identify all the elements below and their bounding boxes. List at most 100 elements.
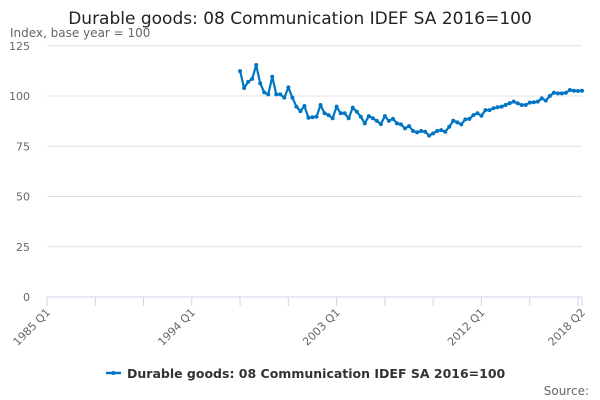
data-point (463, 117, 468, 122)
data-point (258, 81, 263, 86)
data-point (451, 118, 456, 123)
data-point (266, 92, 271, 97)
data-point (483, 108, 488, 113)
data-point (246, 79, 251, 84)
data-point (479, 113, 484, 118)
y-axis-label: Index, base year = 100 (10, 26, 150, 40)
data-point (491, 106, 496, 111)
data-point (298, 109, 303, 114)
data-point (310, 115, 315, 120)
data-point (242, 85, 247, 90)
data-point (238, 69, 243, 74)
x-tick-label: 1994 Q1 (155, 306, 198, 349)
data-point (515, 101, 520, 106)
data-point (419, 128, 424, 133)
data-point (487, 108, 492, 113)
x-tick-label: 1985 Q1 (11, 306, 54, 349)
data-point (435, 128, 440, 133)
y-tick-label: 75 (16, 140, 30, 153)
data-point (290, 95, 295, 100)
data-point (499, 104, 504, 109)
data-point (531, 100, 536, 105)
data-point (411, 128, 416, 133)
data-point (439, 128, 444, 133)
data-point (330, 116, 335, 121)
data-point (302, 104, 307, 109)
data-point (415, 130, 420, 135)
data-point (358, 114, 363, 119)
data-point (527, 100, 532, 105)
data-point (262, 90, 267, 95)
data-point (539, 96, 544, 101)
data-point (407, 124, 412, 129)
data-point (394, 121, 399, 126)
data-point (294, 104, 299, 109)
y-tick-label: 100 (9, 90, 30, 103)
data-point (274, 92, 279, 97)
data-point (282, 95, 287, 100)
data-point (362, 121, 367, 126)
data-point (535, 99, 540, 104)
data-point (495, 105, 500, 110)
data-point (567, 87, 572, 92)
data-point (306, 115, 311, 120)
data-point (370, 116, 375, 121)
data-point (551, 90, 556, 95)
data-point (571, 88, 576, 93)
data-point (374, 118, 379, 123)
source-label: Source: (544, 384, 589, 398)
y-tick-label: 0 (23, 291, 30, 304)
data-point (390, 116, 395, 121)
data-point (447, 124, 452, 129)
y-tick-label: 25 (16, 241, 30, 254)
data-point (455, 120, 460, 125)
data-point (443, 129, 448, 134)
x-tick-label: 2003 Q1 (300, 306, 343, 349)
legend[interactable]: Durable goods: 08 Communication IDEF SA … (106, 366, 506, 381)
data-point (314, 114, 319, 119)
data-point (270, 74, 275, 79)
data-point (471, 113, 476, 118)
data-point (467, 116, 472, 121)
x-tick-label: 2012 Q1 (445, 306, 488, 349)
data-point (354, 109, 359, 114)
data-point (403, 126, 408, 131)
data-point (326, 113, 331, 118)
data-point (278, 92, 283, 97)
data-point (250, 76, 255, 81)
data-point (350, 105, 355, 110)
y-tick-label: 125 (9, 40, 30, 53)
data-point (427, 133, 432, 138)
data-point (511, 99, 516, 104)
data-point (346, 116, 351, 121)
series-line (239, 63, 583, 137)
data-point (575, 88, 580, 93)
data-point (559, 91, 564, 96)
data-point (507, 101, 512, 106)
legend-label: Durable goods: 08 Communication IDEF SA … (127, 366, 506, 381)
data-point (382, 114, 387, 119)
x-tick-label: 2018 Q2 (546, 306, 589, 349)
data-point (366, 114, 371, 119)
data-point (386, 118, 391, 123)
data-point (475, 111, 480, 116)
data-point (322, 111, 327, 116)
data-point (423, 129, 428, 134)
data-point (459, 122, 464, 127)
y-tick-label: 50 (16, 191, 30, 204)
data-point (286, 85, 291, 90)
legend-marker-icon (111, 371, 116, 375)
data-point (398, 122, 403, 127)
data-point (338, 111, 343, 116)
data-point (519, 103, 524, 108)
data-point (523, 103, 528, 108)
data-point (378, 122, 383, 127)
data-point (580, 88, 584, 93)
data-point (555, 91, 560, 96)
chart-title: Durable goods: 08 Communication IDEF SA … (68, 9, 532, 29)
data-point (342, 111, 347, 116)
data-point (563, 90, 568, 95)
data-point (334, 104, 339, 109)
data-point (543, 98, 548, 103)
